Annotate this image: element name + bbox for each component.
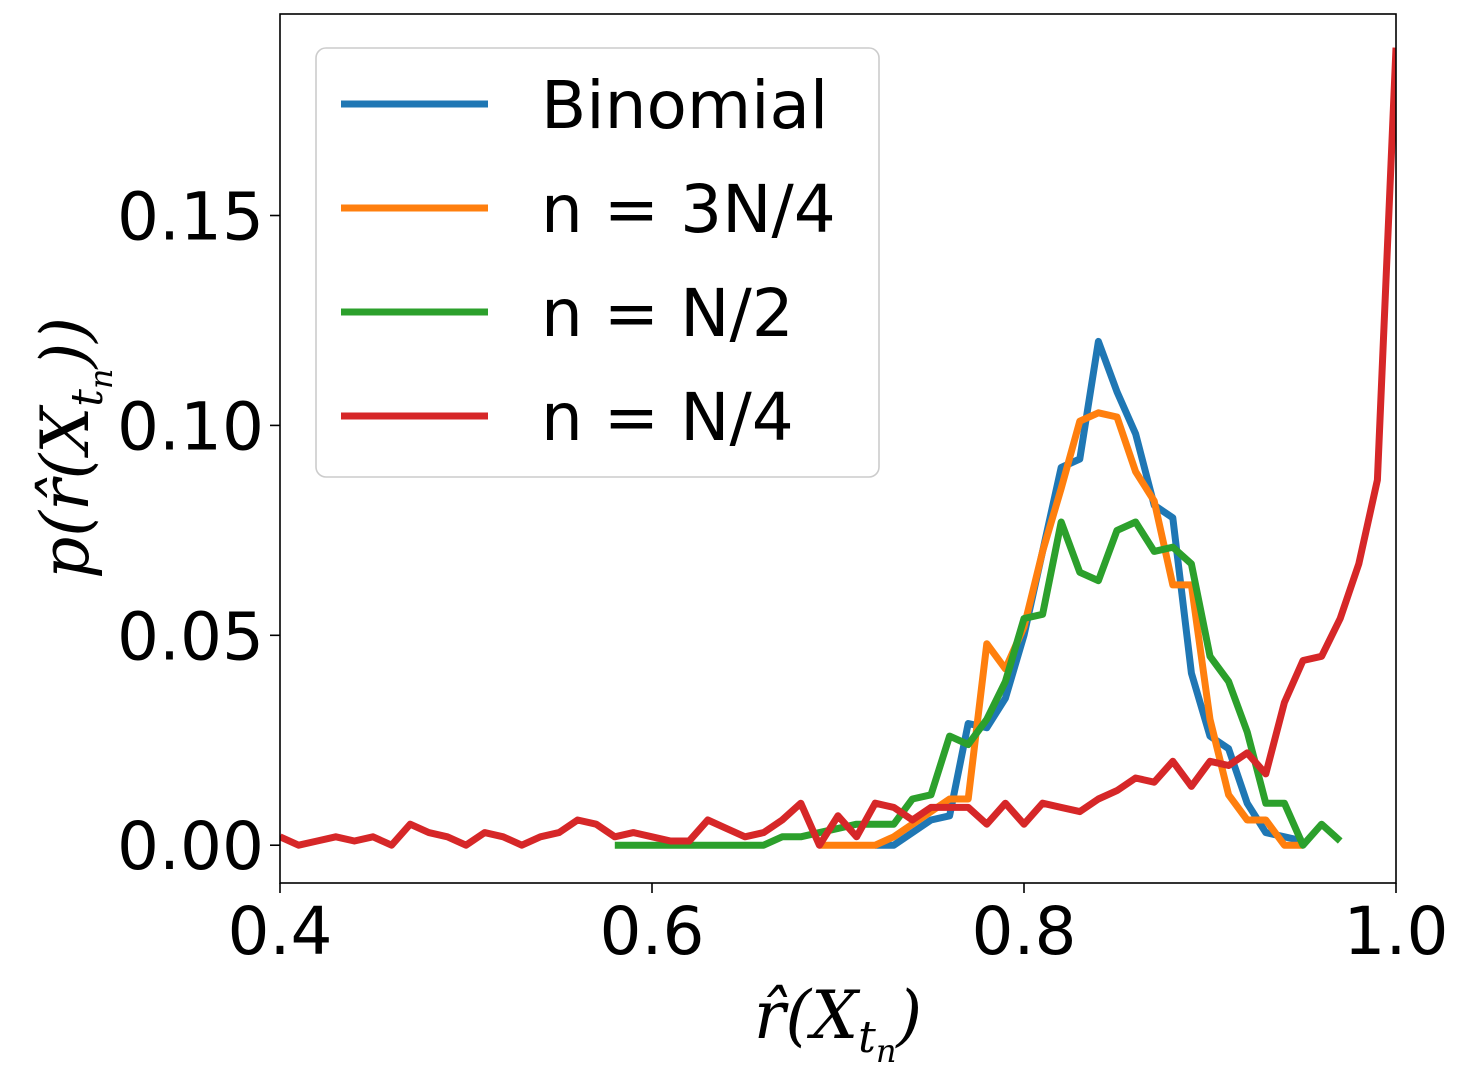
legend-label-binomial: Binomial [541,67,828,144]
x-tick-label: 0.8 [972,893,1077,970]
legend-label-n-n-2: n = N/2 [541,275,794,352]
y-axis-label: p(r̂(Xtn)) [27,317,120,579]
y-tick-label: 0.00 [117,808,264,885]
x-axis: 0.4 0.6 0.8 1.0 [228,883,1449,970]
legend-label-n-3n-4: n = 3N/4 [541,171,836,248]
series-layer [280,47,1396,849]
y-tick-label: 0.15 [117,179,264,256]
y-tick-label: 0.10 [117,388,264,465]
legend-frame [315,47,880,478]
series-line-n-3n-4 [819,409,1303,849]
plot-frame [279,13,1397,884]
series-line-n-n-4 [280,47,1396,849]
x-tick-label: 0.4 [228,893,333,970]
x-tick-label: 0.6 [600,893,705,970]
y-tick-label: 0.05 [117,598,264,675]
series-line-n-n-2 [614,518,1343,849]
legend: Binomial n = 3N/4 n = N/2 n = N/4 [315,47,880,478]
x-axis-label: r̂(Xtn) [754,977,922,1070]
series-line-binomial [875,337,1304,849]
legend-label-n-n-4: n = N/4 [541,379,794,456]
y-axis: 0.00 0.05 0.10 0.15 [117,179,280,885]
x-tick-label: 1.0 [1344,893,1449,970]
